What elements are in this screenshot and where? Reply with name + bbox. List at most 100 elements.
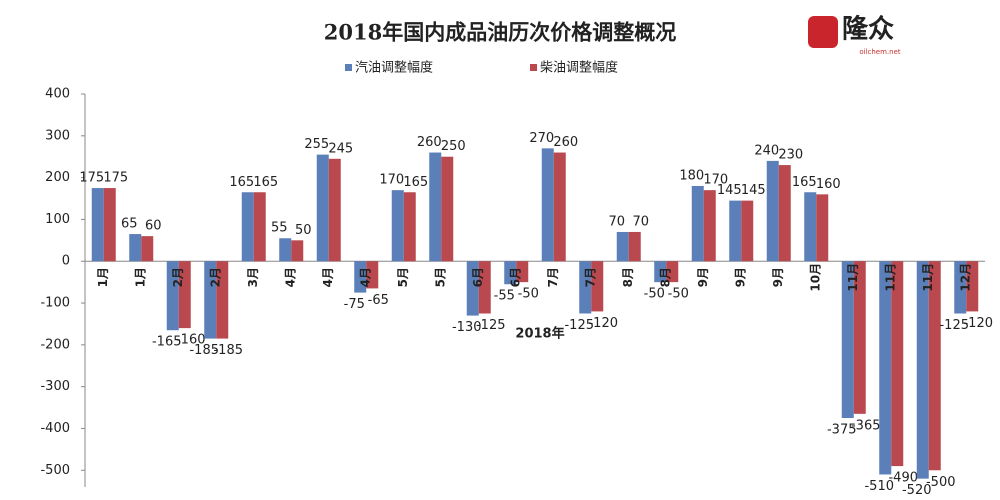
value-label: 170	[703, 173, 728, 188]
bar	[591, 261, 604, 312]
value-label: 65	[121, 217, 138, 232]
bar	[729, 200, 742, 262]
bar	[178, 261, 191, 329]
value-label: 175	[103, 171, 128, 186]
x-tick-label: 9月	[696, 267, 710, 287]
bar	[516, 261, 529, 283]
value-label: 165	[403, 175, 428, 190]
x-tick-label: 4月	[321, 267, 335, 287]
value-label: -50	[518, 287, 539, 302]
y-tick-label: 300	[45, 128, 70, 143]
bar	[141, 236, 154, 262]
y-tick-label: 200	[45, 170, 70, 185]
bar	[216, 261, 229, 339]
value-label: -50	[644, 287, 665, 302]
value-label: 145	[717, 183, 742, 198]
bar	[466, 261, 479, 316]
bar	[966, 261, 979, 312]
bar	[91, 188, 104, 262]
x-tick-label: 11月	[846, 263, 860, 292]
chart-title: 2018年国内成品油历次价格调整概况	[324, 20, 676, 45]
bar	[328, 158, 341, 262]
bar	[741, 200, 754, 262]
x-tick-label: 6月	[471, 267, 485, 287]
value-label: 160	[816, 177, 841, 192]
bar	[129, 234, 142, 262]
value-label: -365	[851, 418, 881, 433]
y-tick-label: 0	[62, 254, 70, 269]
value-label: 260	[417, 135, 442, 150]
bar	[279, 238, 292, 262]
value-label: -65	[368, 293, 389, 308]
x-axis-title: 2018年	[515, 326, 564, 342]
bar	[816, 194, 829, 262]
value-label: -160	[176, 333, 206, 348]
bar	[253, 192, 266, 262]
value-label: 165	[253, 175, 278, 190]
logo-icon	[808, 16, 838, 48]
value-label: 60	[145, 219, 162, 234]
y-tick-label: -500	[40, 463, 70, 478]
x-tick-label: 5月	[396, 267, 410, 287]
bar	[766, 160, 779, 262]
x-tick-label: 6月	[509, 267, 523, 287]
bar	[616, 231, 629, 262]
x-tick-label: 1月	[134, 267, 148, 287]
bar	[891, 261, 904, 467]
bar	[291, 240, 304, 262]
value-label: 175	[79, 171, 104, 186]
value-label: 180	[679, 168, 704, 183]
value-label: -375	[827, 423, 857, 438]
x-tick-label: 3月	[246, 267, 260, 287]
x-tick-label: 2月	[171, 267, 185, 287]
bar	[403, 192, 416, 262]
x-tick-label: 5月	[434, 267, 448, 287]
bar	[166, 261, 179, 331]
x-tick-label: 12月	[959, 263, 973, 292]
value-label: 70	[632, 214, 649, 229]
value-label: -500	[926, 475, 956, 490]
bar	[628, 231, 641, 262]
value-label: -510	[864, 479, 894, 494]
value-label: 245	[328, 141, 353, 156]
bar	[204, 261, 217, 339]
logo-name: 隆众	[842, 15, 894, 45]
bar	[666, 261, 679, 283]
bar	[654, 261, 667, 283]
value-label: -55	[494, 289, 515, 304]
value-label: -185	[213, 343, 243, 358]
y-tick-label: 100	[45, 212, 70, 227]
bar	[478, 261, 491, 314]
value-label: -120	[963, 316, 993, 331]
value-label: 170	[379, 173, 404, 188]
bar	[804, 192, 817, 262]
bar	[366, 261, 379, 289]
legend-swatch	[345, 64, 352, 71]
x-tick-label: 2月	[209, 267, 223, 287]
bar	[879, 261, 892, 475]
value-label: 230	[778, 148, 803, 163]
value-label: 240	[754, 143, 779, 158]
bar	[429, 152, 442, 262]
x-tick-label: 8月	[621, 267, 635, 287]
bar	[241, 192, 254, 262]
value-label: 50	[295, 223, 312, 238]
bar	[928, 261, 941, 471]
logo-site: oilchem.net	[859, 48, 901, 56]
x-tick-label: 11月	[884, 263, 898, 292]
value-label: -185	[189, 343, 219, 358]
legend-label: 汽油调整幅度	[355, 60, 433, 76]
x-tick-label: 4月	[284, 267, 298, 287]
bar	[354, 261, 367, 293]
value-label: -120	[588, 316, 618, 331]
x-tick-label: 8月	[659, 267, 673, 287]
bar	[916, 261, 929, 479]
bar	[778, 165, 791, 262]
value-label: -125	[939, 318, 969, 333]
legend-swatch	[530, 64, 537, 71]
value-label: -130	[452, 320, 482, 335]
bar	[553, 152, 566, 262]
bar	[504, 261, 517, 285]
value-label: -125	[476, 318, 506, 333]
